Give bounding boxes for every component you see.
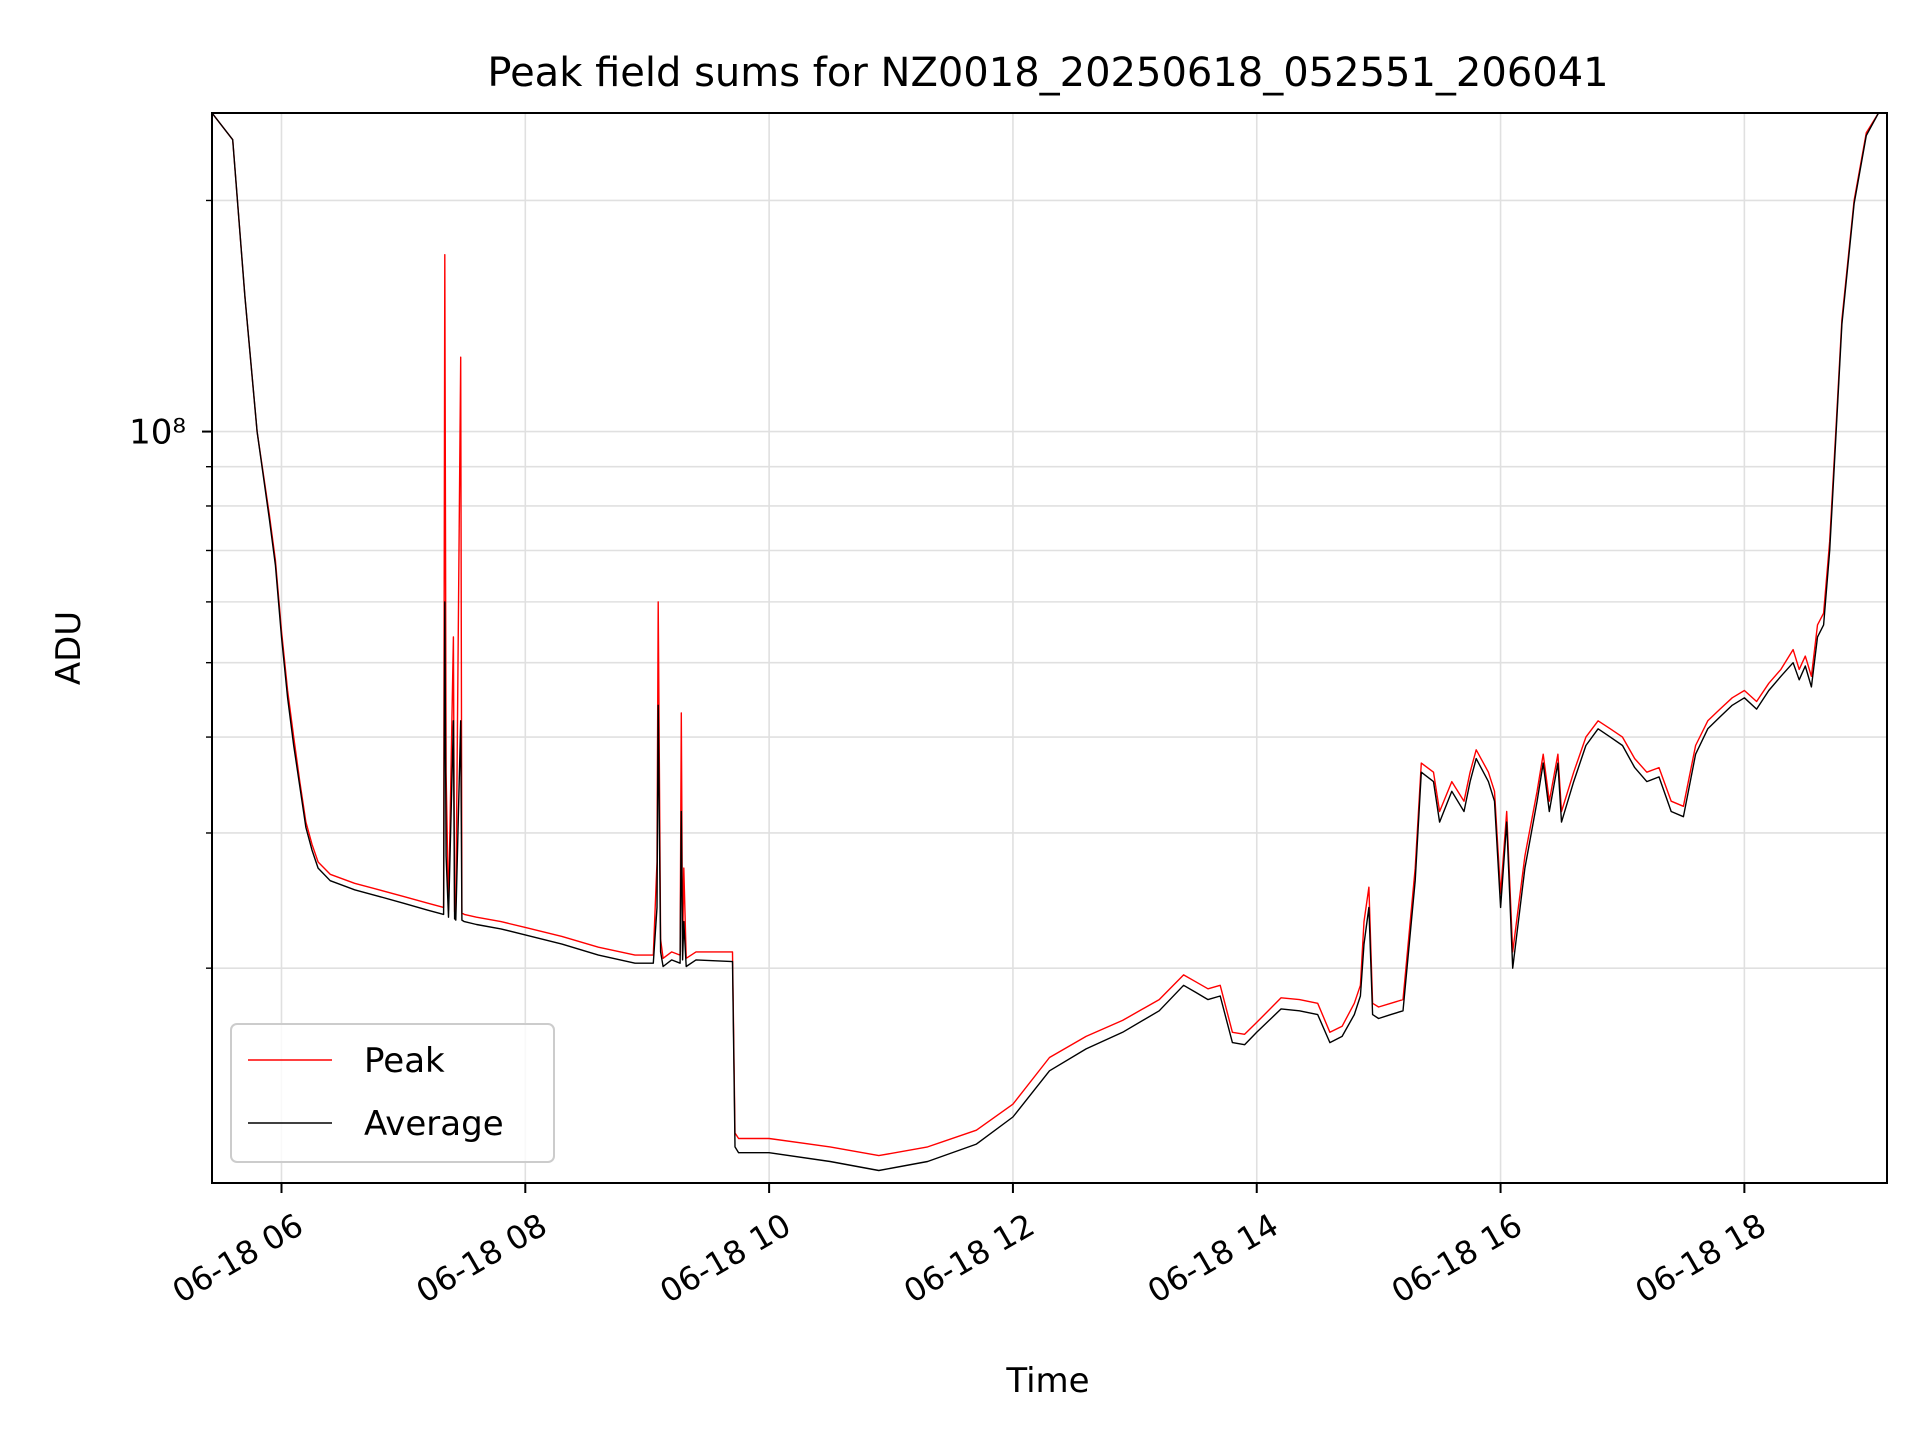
grid (212, 113, 1887, 1183)
legend-label-average: Average (364, 1104, 504, 1144)
y-axis-label: ADU (49, 611, 89, 685)
legend-label-peak: Peak (364, 1041, 445, 1081)
y-tick-label: 10⁸ (129, 413, 186, 453)
chart-title: Peak field sums for NZ0018_20250618_0525… (487, 50, 1608, 96)
x-axis-label: Time (1005, 1361, 1089, 1401)
series-line-average (212, 113, 1880, 1172)
series-layer (212, 113, 1880, 1172)
plot-frame (211, 112, 1888, 1184)
y-axis-ticks (202, 199, 212, 969)
legend-box (230, 1023, 555, 1163)
legend: Peak Average (230, 1023, 555, 1163)
